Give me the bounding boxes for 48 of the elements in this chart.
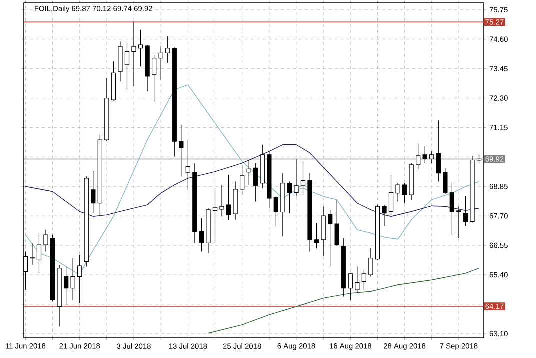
- line-series: [25, 144, 480, 217]
- candlestick: [274, 196, 279, 227]
- candlestick: [362, 270, 367, 290]
- candlestick: [138, 30, 144, 67]
- candlestick: [368, 248, 374, 278]
- candlestick: [199, 218, 204, 252]
- candlestick: [314, 222, 320, 249]
- candlestick: [436, 120, 441, 182]
- candlestick: [416, 144, 421, 170]
- candlestick: [294, 158, 299, 197]
- candlestick: [226, 174, 232, 220]
- candlestick: [476, 154, 482, 164]
- candlestick: [179, 124, 184, 177]
- candlestick: [402, 183, 408, 204]
- candlestick: [321, 206, 326, 257]
- candlestick: [166, 36, 170, 64]
- candlestick: [334, 200, 340, 246]
- candlestick: [240, 164, 245, 196]
- candlestick: [70, 258, 76, 300]
- candlestick: [254, 163, 258, 202]
- candlestick: [212, 188, 218, 244]
- candlestick: [246, 160, 252, 186]
- candlestick: [456, 206, 462, 239]
- candlestick: [382, 204, 387, 226]
- candlestick: [220, 184, 224, 217]
- candlestick: [124, 42, 130, 90]
- candlestick: [388, 174, 394, 216]
- candlestick: [36, 232, 42, 274]
- candlestick: [422, 146, 428, 164]
- candlestick: [430, 151, 434, 164]
- candlestick: [355, 266, 360, 294]
- candlestick: [186, 140, 190, 190]
- candlestick: [396, 183, 400, 202]
- candlestick: [44, 230, 48, 252]
- candlestick: [348, 273, 353, 300]
- candlestick: [152, 54, 157, 102]
- candlestick: [450, 182, 455, 236]
- candlestick: [64, 266, 69, 306]
- candlestick: [78, 254, 82, 304]
- candlestick: [300, 161, 306, 196]
- candlestick: [132, 21, 136, 87]
- candlestick: [158, 46, 164, 80]
- candlestick: [287, 181, 292, 214]
- candlestick: [328, 210, 333, 268]
- candlestick: [91, 171, 96, 214]
- line-series: [208, 268, 480, 334]
- candlestick: [443, 168, 448, 194]
- candlestick: [463, 196, 468, 226]
